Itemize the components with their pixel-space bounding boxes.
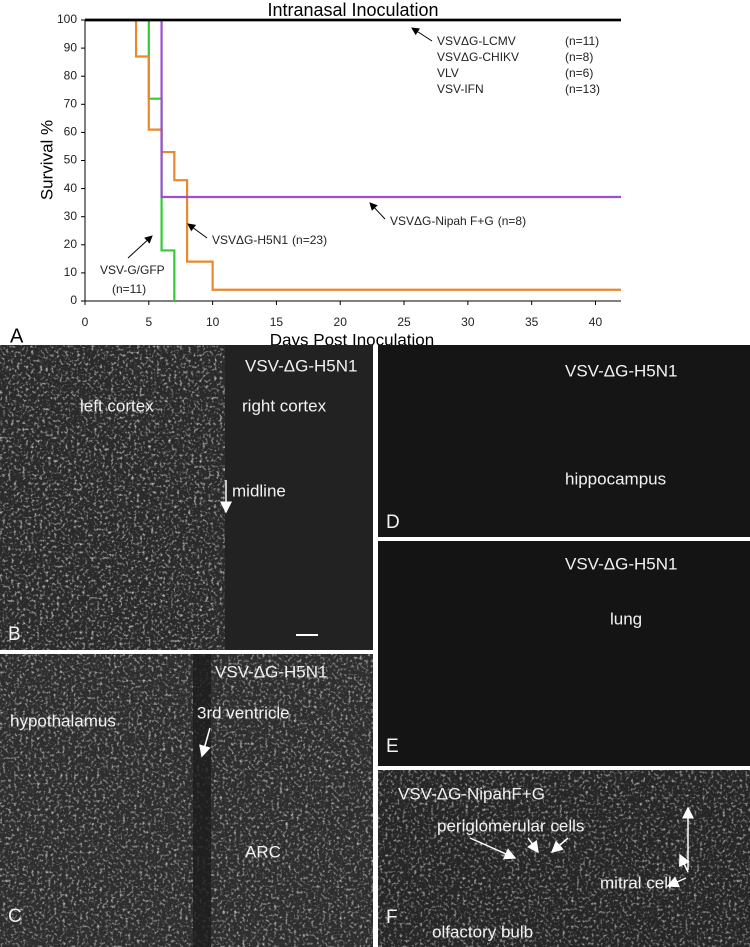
y-tick-label: 30 — [64, 209, 78, 223]
series-label: VSVΔG-H5N1 (n=23) — [212, 233, 327, 247]
region-label: midline — [232, 481, 286, 500]
series-label: VSV-G/GFP — [100, 263, 165, 277]
series-n: (n=11) — [112, 282, 146, 296]
survival-line — [85, 18, 621, 199]
arrow — [469, 837, 517, 860]
legend-label: VSVΔG-LCMV — [437, 34, 516, 48]
series-name: VSVΔG-Nipah F+G — [390, 214, 494, 228]
panel-c: VSV-ΔG-H5N1 hypothalamus 3rd ventricle A… — [0, 654, 373, 947]
region-label: right cortex — [242, 396, 327, 415]
legend-n: (n=13) — [565, 82, 600, 96]
arrow — [199, 727, 211, 758]
legend-label: VSV-IFN — [437, 82, 484, 96]
x-tick-label: 25 — [397, 315, 411, 329]
y-tick-label: 60 — [64, 125, 78, 139]
x-tick-label: 40 — [589, 315, 603, 329]
legend-n: (n=8) — [565, 50, 593, 64]
y-tick-label: 10 — [64, 265, 78, 279]
region-label: periglomerular cells — [437, 816, 584, 835]
region-label: olfactory bulb — [432, 922, 533, 941]
ventricle — [193, 654, 211, 947]
y-tick-label: 70 — [64, 96, 78, 110]
arrow — [679, 853, 690, 873]
virus-label: VSV-ΔG-H5N1 — [245, 356, 357, 375]
x-tick-label: 15 — [270, 315, 284, 329]
arrow — [550, 837, 569, 853]
virus-label: VSV-ΔG-H5N1 — [565, 554, 677, 573]
texture — [225, 345, 373, 650]
region-label: hypothalamus — [10, 711, 116, 730]
legend-n: (n=11) — [565, 34, 599, 48]
x-tick-label: 35 — [525, 315, 539, 329]
panel-letter: F — [386, 907, 398, 928]
panel-letter: D — [386, 512, 400, 533]
x-tick-label: 10 — [206, 315, 220, 329]
virus-label: VSV-ΔG-H5N1 — [565, 361, 677, 380]
y-axis-label: Survival % — [37, 120, 56, 200]
panel-letter: A — [10, 325, 24, 347]
survival-chart: Intranasal Inoculation Survival % Days P… — [10, 0, 621, 349]
legend-n: (n=6) — [565, 66, 593, 80]
x-tick-label: 20 — [334, 315, 348, 329]
x-tick-label: 30 — [461, 315, 475, 329]
panel-b: VSV-ΔG-H5N1 left cortex right cortex mid… — [0, 345, 373, 650]
region-label: 3rd ventricle — [197, 703, 290, 722]
survival-line — [85, 18, 621, 291]
y-tick-label: 0 — [70, 293, 77, 307]
y-tick-label: 100 — [57, 12, 77, 26]
micrograph — [378, 541, 750, 766]
arrow — [187, 223, 208, 239]
series-n: (n=8) — [498, 214, 526, 228]
arrow — [127, 235, 153, 259]
legend-label: VLV — [437, 66, 459, 80]
panel-d: VSV-ΔG-H5N1 hippocampus D — [378, 345, 750, 537]
chart-title: Intranasal Inoculation — [267, 0, 438, 20]
panel-e: VSV-ΔG-H5N1 lung E — [378, 541, 750, 766]
region-label: lung — [610, 609, 642, 628]
arrow — [411, 27, 433, 42]
panel-letter: E — [386, 736, 399, 757]
panel-letter: B — [8, 624, 21, 645]
legend-label: VSVΔG-CHIKV — [437, 50, 519, 64]
series-n: (n=23) — [292, 233, 327, 247]
y-tick-label: 20 — [64, 237, 78, 251]
y-tick-label: 90 — [64, 40, 78, 54]
arrow — [369, 202, 386, 220]
arrow — [527, 837, 539, 854]
panel-f: VSV-ΔG-NipahF+G periglomerular cells mit… — [378, 770, 750, 947]
region-label: left cortex — [80, 396, 154, 415]
x-axis-label: Days Post Inoculation — [270, 330, 434, 349]
series-name: VSVΔG-H5N1 — [212, 233, 288, 247]
panel-letter: C — [8, 906, 22, 927]
region-label: hippocampus — [565, 469, 666, 488]
virus-label: VSV-ΔG-H5N1 — [215, 662, 327, 681]
region-label: mitral cell — [600, 873, 672, 892]
micrograph — [378, 345, 750, 537]
series-label: VSVΔG-Nipah F+G (n=8) — [390, 214, 526, 228]
arrow — [666, 876, 687, 888]
x-tick-label: 5 — [145, 315, 152, 329]
texture — [0, 654, 373, 947]
region-label: ARC — [245, 842, 281, 861]
texture — [0, 345, 225, 650]
y-tick-label: 40 — [64, 181, 78, 195]
y-tick-label: 80 — [64, 68, 78, 82]
y-tick-label: 50 — [64, 153, 78, 167]
virus-label: VSV-ΔG-NipahF+G — [398, 784, 545, 803]
x-tick-label: 0 — [82, 315, 89, 329]
